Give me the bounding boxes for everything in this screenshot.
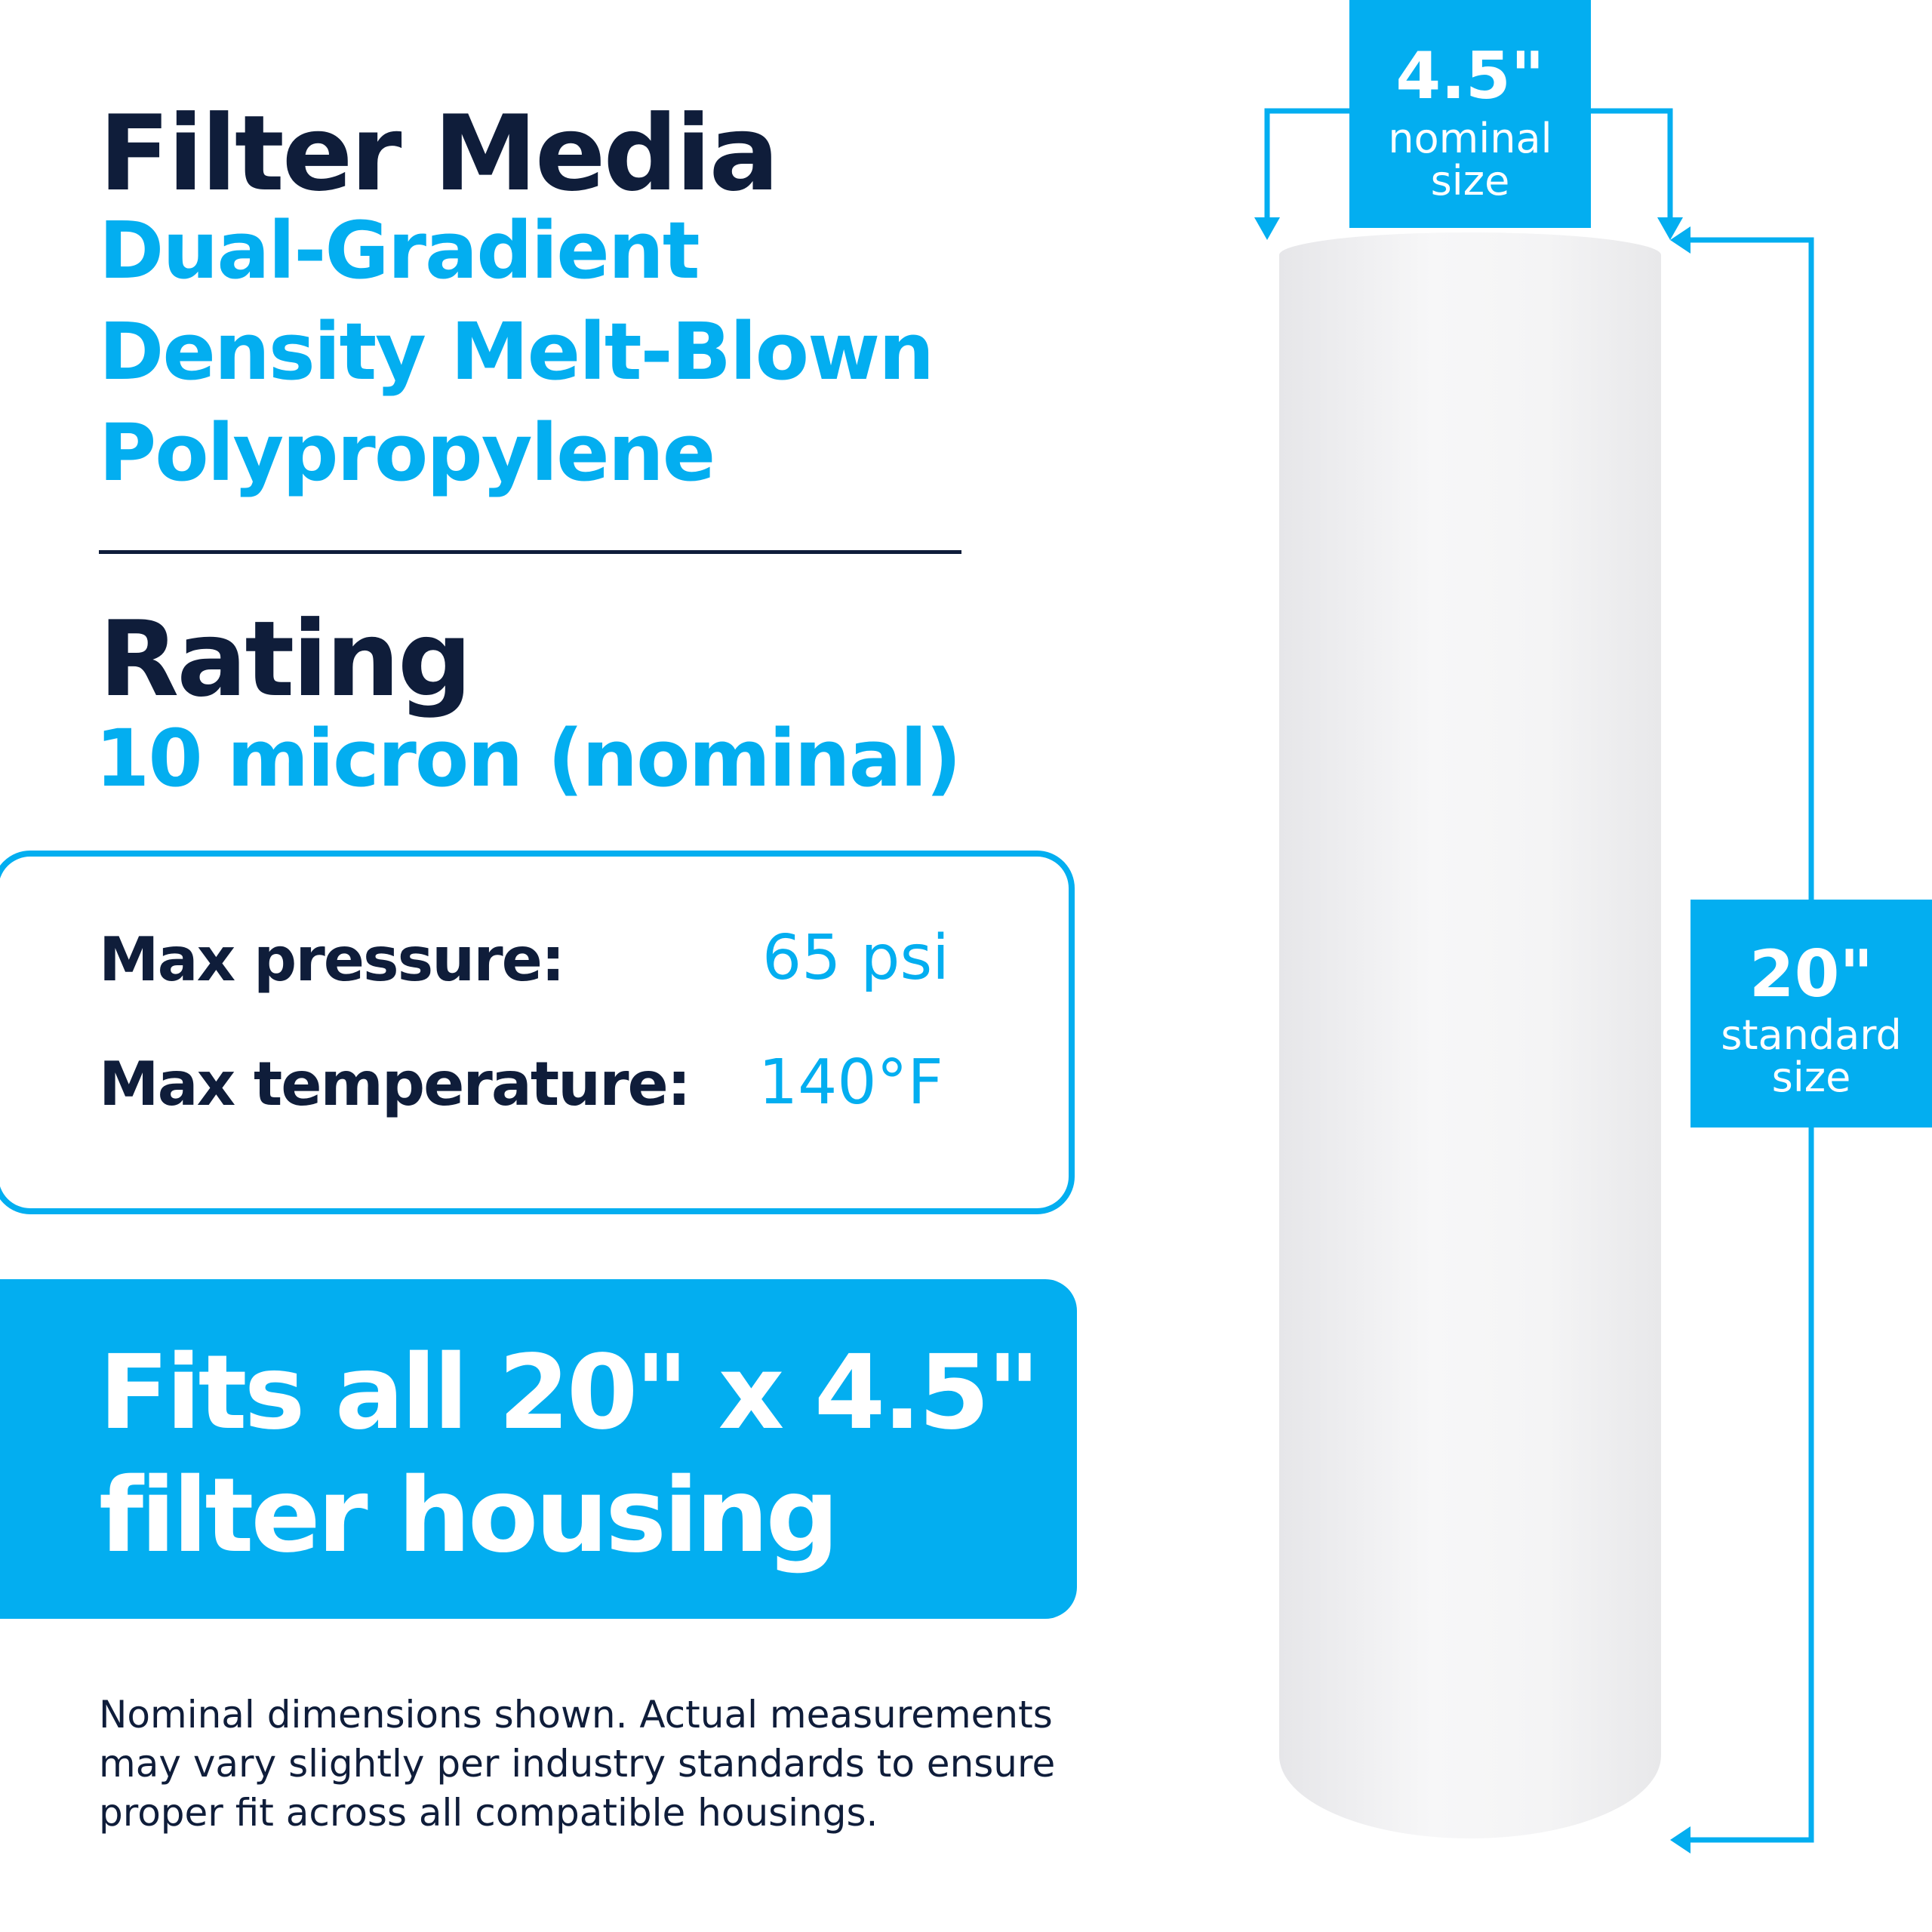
media-line: Polypropylene xyxy=(99,407,715,499)
max-temperature-label: Max temperature: xyxy=(99,1049,691,1119)
diameter-value: 4.5" xyxy=(1395,38,1545,114)
max-pressure-value: 65 psi xyxy=(762,922,949,994)
diameter-left-bracket xyxy=(1264,108,1351,219)
note-line: proper fit across all compatible housing… xyxy=(99,1791,878,1835)
fit-banner xyxy=(0,1279,1077,1619)
note-line: Nominal dimensions shown. Actual measure… xyxy=(99,1693,1053,1737)
media-line: Dual-Gradient xyxy=(99,205,700,297)
filter-media-description: Dual-Gradient Density Melt-Blown Polypro… xyxy=(99,200,934,503)
rating-value: 10 micron (nominal) xyxy=(95,712,961,804)
length-caption: standard xyxy=(1721,1011,1902,1059)
arrow-left-icon xyxy=(1670,226,1690,254)
fit-banner-text: Fits all 20" x 4.5" filter housing xyxy=(99,1332,1040,1578)
diameter-caption: size xyxy=(1430,157,1510,205)
banner-line: filter housing xyxy=(99,1457,839,1576)
note-line: may vary slightly per industry standards… xyxy=(99,1742,1056,1786)
filter-cartridge-image xyxy=(1279,232,1661,1838)
rating-heading: Rating xyxy=(99,598,472,720)
divider xyxy=(99,550,961,554)
filter-media-heading: Filter Media xyxy=(99,93,780,214)
length-tag: 20" standard size xyxy=(1690,900,1932,1128)
media-line: Density Melt-Blown xyxy=(99,306,934,398)
arrow-left-icon xyxy=(1670,1826,1690,1854)
max-pressure-label: Max pressure: xyxy=(99,924,565,995)
banner-line: Fits all 20" x 4.5" xyxy=(99,1334,1040,1453)
length-caption: size xyxy=(1771,1054,1851,1101)
specs-box xyxy=(0,851,1075,1214)
dimensions-note: Nominal dimensions shown. Actual measure… xyxy=(99,1690,1055,1838)
diameter-tag: 4.5" nominal size xyxy=(1349,0,1591,228)
max-temperature-value: 140°F xyxy=(758,1047,943,1118)
arrow-down-icon xyxy=(1657,217,1683,240)
diameter-right-bracket xyxy=(1589,108,1673,219)
arrow-down-icon xyxy=(1254,217,1280,240)
length-value: 20" xyxy=(1749,937,1874,1012)
diameter-caption: nominal xyxy=(1388,115,1552,162)
